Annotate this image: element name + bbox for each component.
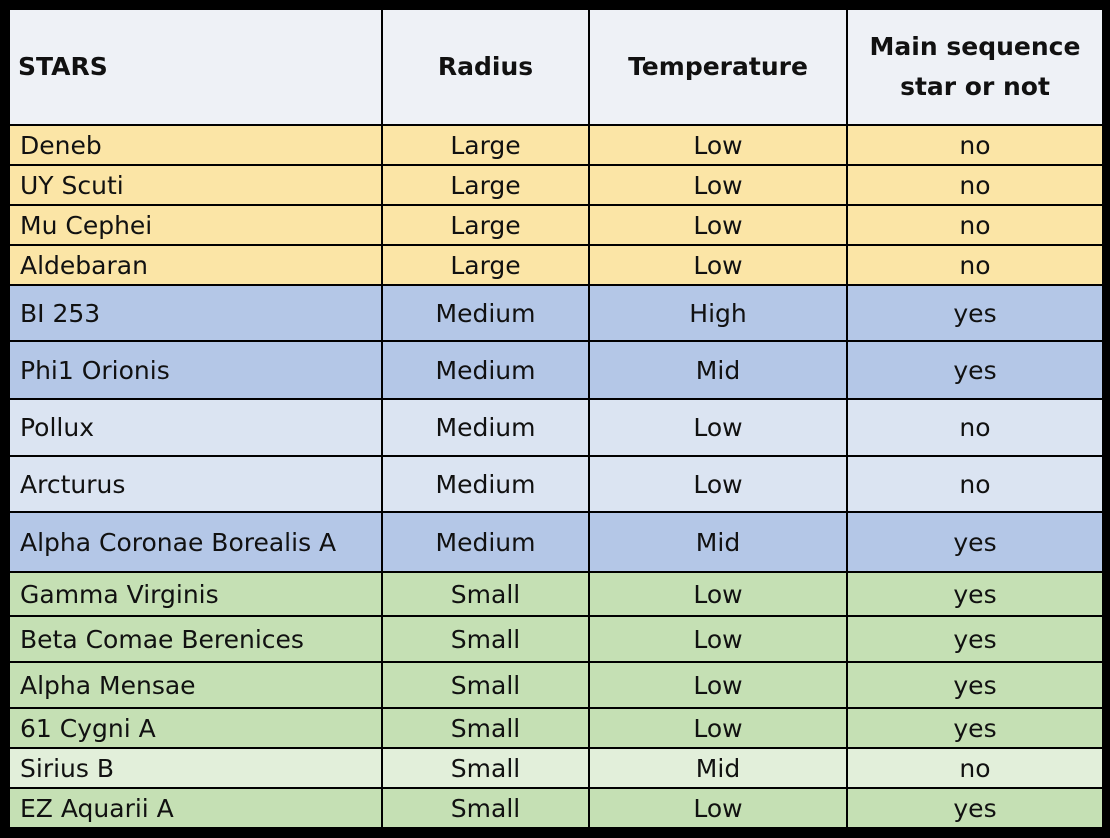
cell-temperature: Low bbox=[588, 571, 848, 617]
cell-radius: Small bbox=[381, 571, 590, 617]
stars-table-frame: STARS Radius Temperature Main sequence s… bbox=[8, 8, 1104, 832]
cell-star-name: Alpha Mensae bbox=[8, 661, 383, 709]
table-row: Arcturus Medium Low no bbox=[8, 455, 1104, 513]
cell-star-name: UY Scuti bbox=[8, 164, 383, 206]
cell-star-name: BI 253 bbox=[8, 284, 383, 342]
table-row: Aldebaran Large Low no bbox=[8, 244, 1104, 286]
cell-radius: Small bbox=[381, 707, 590, 749]
cell-radius: Large bbox=[381, 124, 590, 166]
cell-star-name: Beta Comae Berenices bbox=[8, 615, 383, 663]
cell-temperature: Mid bbox=[588, 747, 848, 789]
cell-temperature: Mid bbox=[588, 511, 848, 573]
header-temperature: Temperature bbox=[588, 8, 848, 126]
table-row: BI 253 Medium High yes bbox=[8, 284, 1104, 342]
cell-main-sequence: yes bbox=[846, 511, 1104, 573]
cell-radius: Small bbox=[381, 747, 590, 789]
cell-main-sequence: no bbox=[846, 398, 1104, 457]
cell-temperature: Mid bbox=[588, 340, 848, 400]
table-body: Deneb Large Low no UY Scuti Large Low no Mu Ceph… bbox=[8, 124, 1104, 829]
cell-star-name: Phi1 Orionis bbox=[8, 340, 383, 400]
cell-temperature: High bbox=[588, 284, 848, 342]
cell-radius: Large bbox=[381, 164, 590, 206]
cell-main-sequence: yes bbox=[846, 571, 1104, 617]
header-row: STARS Radius Temperature Main sequence s… bbox=[8, 8, 1104, 126]
cell-main-sequence: yes bbox=[846, 707, 1104, 749]
cell-main-sequence: yes bbox=[846, 661, 1104, 709]
cell-main-sequence: yes bbox=[846, 787, 1104, 829]
table-row: Phi1 Orionis Medium Mid yes bbox=[8, 340, 1104, 400]
cell-star-name: Deneb bbox=[8, 124, 383, 166]
table-row: EZ Aquarii A Small Low yes bbox=[8, 787, 1104, 829]
cell-temperature: Low bbox=[588, 398, 848, 457]
cell-radius: Medium bbox=[381, 340, 590, 400]
header-stars: STARS bbox=[8, 8, 383, 126]
stars-table: STARS Radius Temperature Main sequence s… bbox=[8, 8, 1104, 829]
cell-main-sequence: yes bbox=[846, 284, 1104, 342]
cell-main-sequence: no bbox=[846, 455, 1104, 513]
cell-temperature: Low bbox=[588, 244, 848, 286]
table-row: Beta Comae Berenices Small Low yes bbox=[8, 615, 1104, 663]
cell-radius: Medium bbox=[381, 284, 590, 342]
table-row: Sirius B Small Mid no bbox=[8, 747, 1104, 789]
cell-main-sequence: no bbox=[846, 204, 1104, 246]
table-row: Deneb Large Low no bbox=[8, 124, 1104, 166]
cell-radius: Small bbox=[381, 787, 590, 829]
cell-main-sequence: yes bbox=[846, 340, 1104, 400]
cell-radius: Large bbox=[381, 244, 590, 286]
table-row: Pollux Medium Low no bbox=[8, 398, 1104, 457]
cell-main-sequence: yes bbox=[846, 615, 1104, 663]
cell-radius: Large bbox=[381, 204, 590, 246]
cell-star-name: Pollux bbox=[8, 398, 383, 457]
cell-star-name: Aldebaran bbox=[8, 244, 383, 286]
cell-star-name: Gamma Virginis bbox=[8, 571, 383, 617]
table-row: Gamma Virginis Small Low yes bbox=[8, 571, 1104, 617]
cell-temperature: Low bbox=[588, 124, 848, 166]
cell-star-name: 61 Cygni A bbox=[8, 707, 383, 749]
cell-star-name: Sirius B bbox=[8, 747, 383, 789]
cell-star-name: Arcturus bbox=[8, 455, 383, 513]
cell-temperature: Low bbox=[588, 787, 848, 829]
cell-main-sequence: no bbox=[846, 747, 1104, 789]
table-row: Alpha Coronae Borealis A Medium Mid yes bbox=[8, 511, 1104, 573]
table-row: Mu Cephei Large Low no bbox=[8, 204, 1104, 246]
cell-star-name: Alpha Coronae Borealis A bbox=[8, 511, 383, 573]
table-row: Alpha Mensae Small Low yes bbox=[8, 661, 1104, 709]
cell-temperature: Low bbox=[588, 615, 848, 663]
table-row: 61 Cygni A Small Low yes bbox=[8, 707, 1104, 749]
cell-main-sequence: no bbox=[846, 244, 1104, 286]
cell-radius: Medium bbox=[381, 455, 590, 513]
cell-radius: Small bbox=[381, 615, 590, 663]
cell-star-name: EZ Aquarii A bbox=[8, 787, 383, 829]
cell-main-sequence: no bbox=[846, 164, 1104, 206]
cell-radius: Medium bbox=[381, 398, 590, 457]
cell-radius: Medium bbox=[381, 511, 590, 573]
cell-radius: Small bbox=[381, 661, 590, 709]
cell-star-name: Mu Cephei bbox=[8, 204, 383, 246]
cell-temperature: Low bbox=[588, 661, 848, 709]
cell-temperature: Low bbox=[588, 707, 848, 749]
cell-main-sequence: no bbox=[846, 124, 1104, 166]
cell-temperature: Low bbox=[588, 164, 848, 206]
table-row: UY Scuti Large Low no bbox=[8, 164, 1104, 206]
header-main-sequence: Main sequence star or not bbox=[846, 8, 1104, 126]
cell-temperature: Low bbox=[588, 204, 848, 246]
cell-temperature: Low bbox=[588, 455, 848, 513]
header-radius: Radius bbox=[381, 8, 590, 126]
